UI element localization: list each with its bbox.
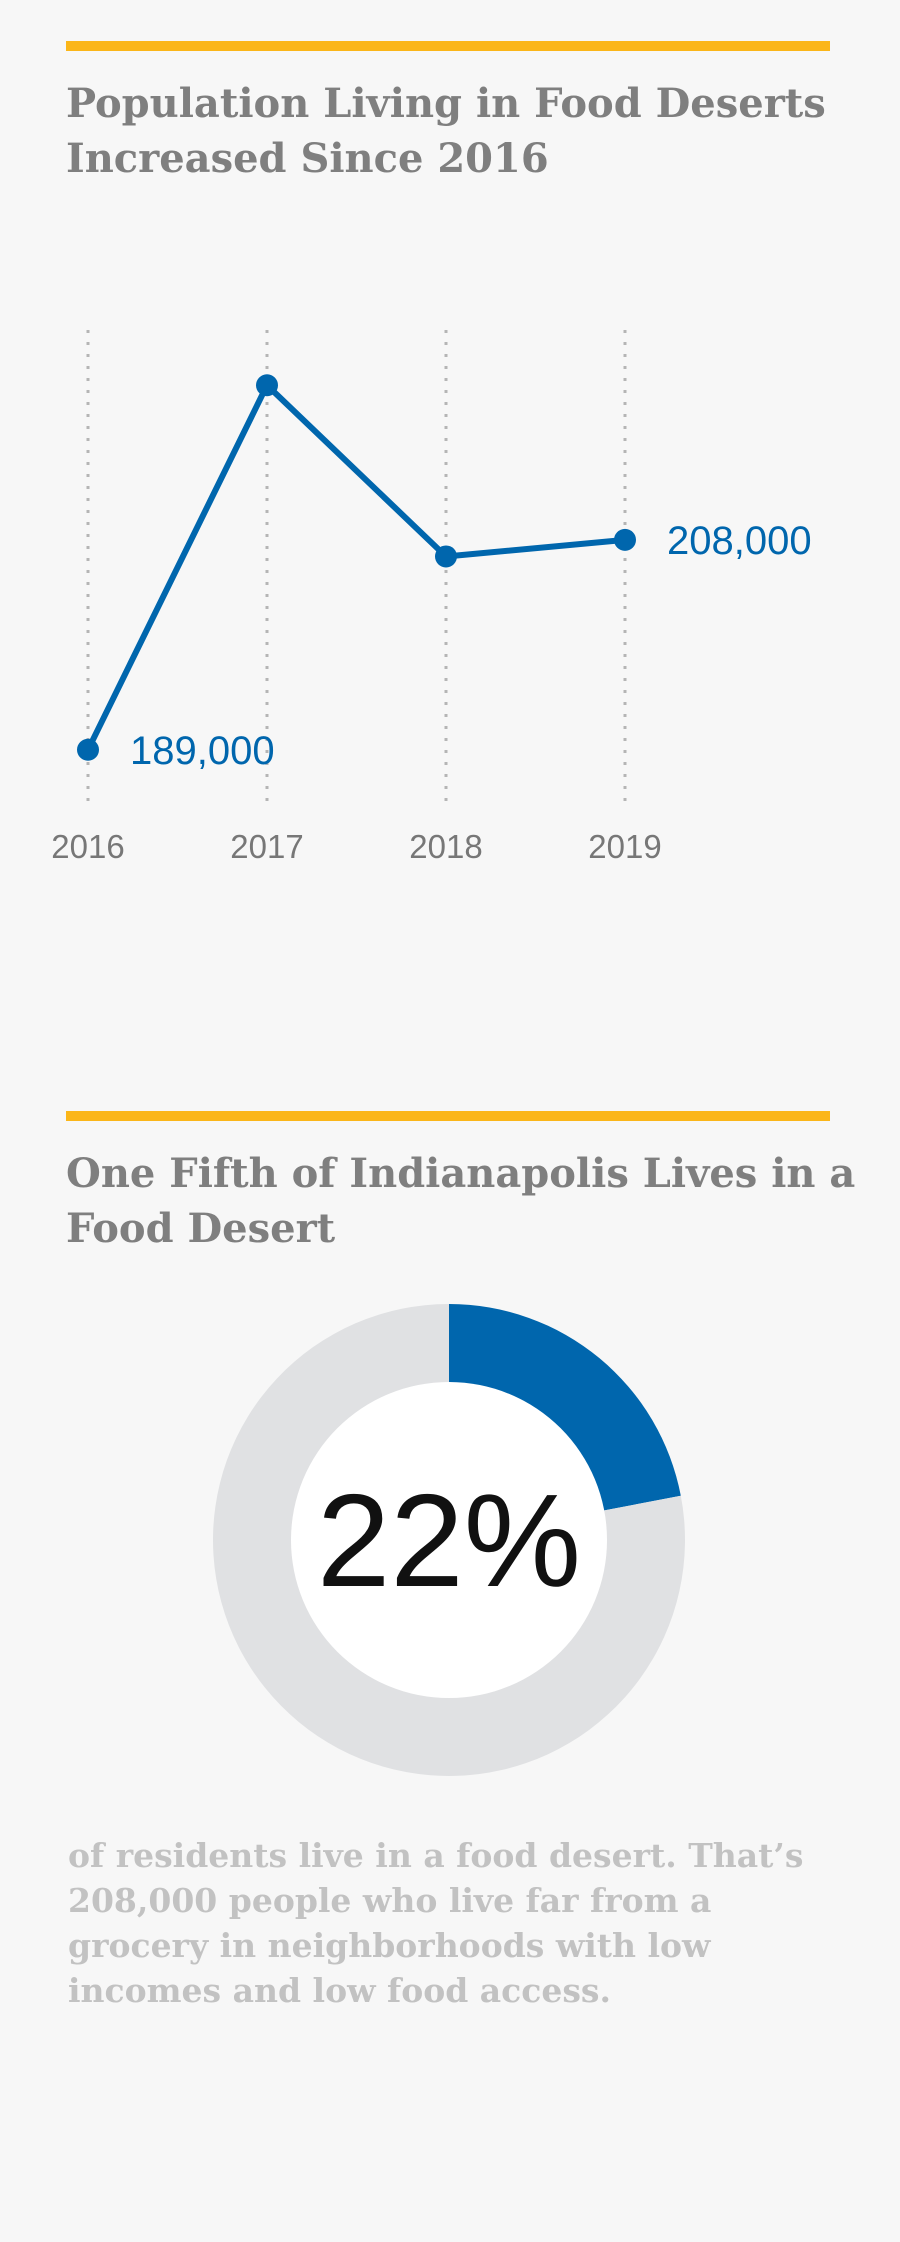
line-chart-points bbox=[77, 374, 636, 761]
line-chart-title: Population Living in Food Deserts Increa… bbox=[66, 80, 826, 182]
donut-center-label: 22% bbox=[317, 1467, 581, 1614]
x-tick-2018: 2018 bbox=[409, 828, 482, 865]
data-label-2016: 189,000 bbox=[130, 729, 275, 773]
x-tick-2016: 2016 bbox=[51, 828, 124, 865]
data-point-2017 bbox=[256, 374, 278, 397]
line-series bbox=[85, 382, 628, 753]
x-tick-2017: 2017 bbox=[230, 828, 303, 865]
section-1-accent-rule bbox=[66, 41, 830, 51]
line-chart-x-axis: 2016 2017 2018 2019 bbox=[51, 828, 661, 865]
donut-chart: 22% bbox=[212, 1304, 685, 1776]
donut-chart-title: One Fifth of Indianapolis Lives in a Foo… bbox=[66, 1150, 856, 1252]
section-2-accent-rule bbox=[66, 1111, 830, 1121]
data-point-2019 bbox=[614, 528, 636, 551]
donut-caption: of residents live in a food desert. That… bbox=[68, 1836, 804, 2010]
x-tick-2019: 2019 bbox=[588, 828, 661, 865]
data-point-2016 bbox=[77, 738, 99, 761]
donut-hole bbox=[291, 1382, 607, 1698]
data-point-2018 bbox=[435, 545, 457, 568]
line-chart-data-labels: 189,000 208,000 bbox=[130, 519, 812, 773]
line-chart: 189,000 208,000 2016 2017 2018 2019 bbox=[51, 330, 812, 865]
data-label-2019: 208,000 bbox=[667, 519, 812, 563]
